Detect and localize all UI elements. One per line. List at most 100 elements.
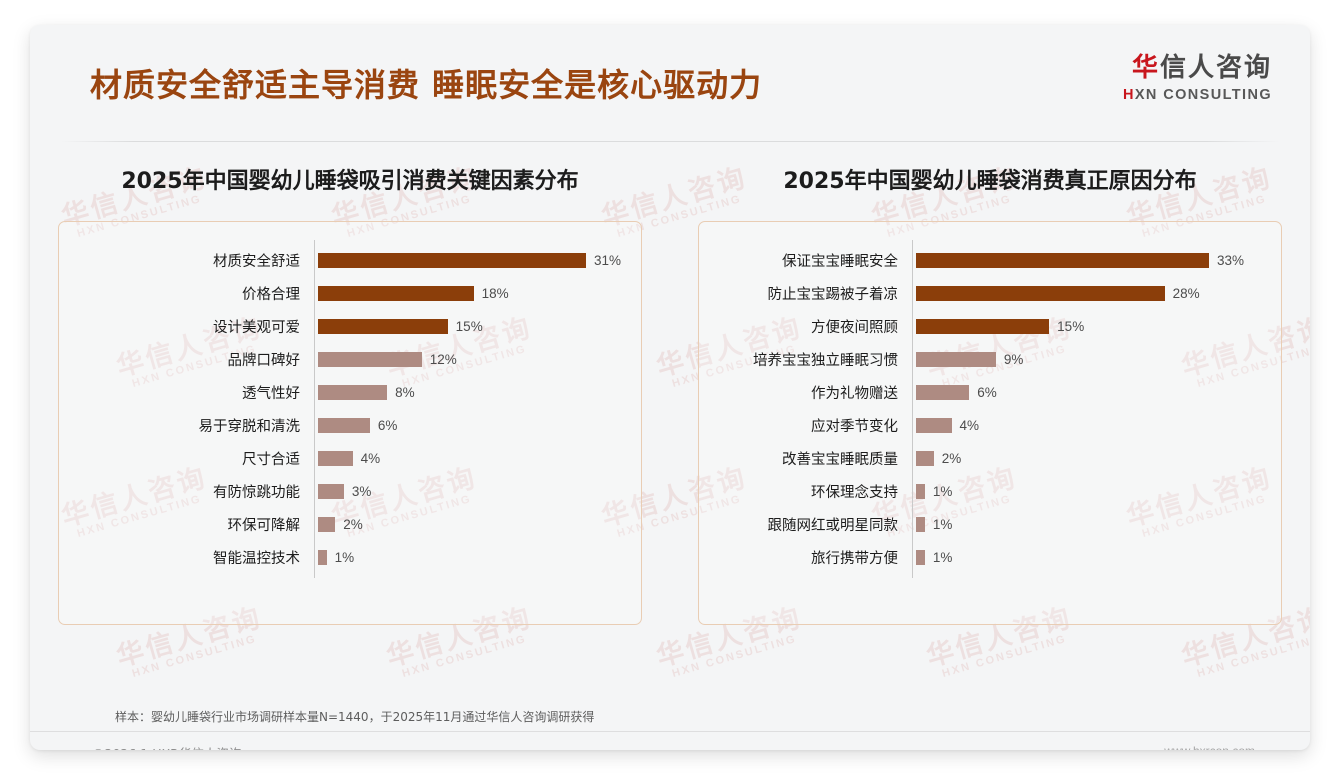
bar-value-label: 2% (343, 517, 363, 532)
bar-row: 方便夜间照顾 15% (709, 310, 1265, 343)
bar-category-label: 易于穿脱和清洗 (198, 419, 301, 435)
logo-cn-red-char: 华 (1131, 53, 1160, 83)
sample-footnote: 样本：婴幼儿睡袋行业市场调研样本量N=1440，于2025年11月通过华信人咨询… (115, 710, 595, 724)
bar-row: 价格合理 18% (69, 277, 625, 310)
bar-segment (916, 484, 925, 499)
bar-category-label: 培养宝宝独立睡眠习惯 (753, 353, 898, 369)
bar-row: 品牌口碑好 12% (69, 343, 625, 376)
bar-segment (318, 352, 422, 367)
bar-rows-left: 材质安全舒适 31% 价格合理 18% 设计美观可爱 15% 品牌口碑好 12% 透气性好 8% 易… (69, 240, 625, 578)
bar-row: 材质安全舒适 31% (69, 244, 625, 277)
bar-segment (916, 517, 925, 532)
bar-track: 1% (912, 550, 1265, 565)
bar-segment (318, 451, 353, 466)
bar-row: 环保理念支持 1% (709, 475, 1265, 508)
bar-category-label: 智能温控技术 (213, 551, 300, 567)
slide-canvas: 华信人咨询 HXN CONSULTING 华信人咨询 HXN CONSULTING 华信… (30, 25, 1310, 750)
bar-track: 2% (912, 451, 1265, 466)
bar-value-label: 3% (351, 484, 372, 499)
bar-row: 跟随网红或明星同款 1% (709, 508, 1265, 541)
logo-chinese-text: 华信人咨询 (1123, 55, 1272, 81)
chart-panel-right: 保证宝宝睡眠安全 33% 防止宝宝踢被子着凉 28% 方便夜间照顾 15% 培养宝宝独立睡眠… (698, 221, 1282, 625)
bar-row: 环保可降解 2% (69, 508, 625, 541)
bar-row: 有防惊跳功能 3% (69, 475, 625, 508)
website-text: www.hxrcon.com (1164, 744, 1255, 750)
bar-track: 15% (314, 319, 625, 334)
bar-segment (318, 286, 474, 301)
bar-segment (916, 418, 952, 433)
bar-category-label: 价格合理 (242, 287, 300, 303)
chart-column-right: 2025年中国婴幼儿睡袋消费真正原因分布 保证宝宝睡眠安全 33% 防止宝宝踢被子着… (670, 163, 1310, 625)
bar-segment (318, 253, 586, 268)
chart-panel-left: 材质安全舒适 31% 价格合理 18% 设计美观可爱 15% 品牌口碑好 12% 透气性好 8% 易… (58, 221, 642, 625)
bar-row: 培养宝宝独立睡眠习惯 9% (709, 343, 1265, 376)
bar-segment (916, 286, 1165, 301)
bar-track: 28% (912, 286, 1265, 301)
bar-track: 3% (314, 484, 625, 499)
bar-row: 透气性好 8% (69, 376, 625, 409)
footer-divider (30, 731, 1310, 732)
bar-value-label: 6% (977, 385, 997, 400)
bar-track: 1% (314, 550, 625, 565)
bar-category-label: 防止宝宝踢被子着凉 (767, 287, 899, 303)
bar-category-label: 材质安全舒适 (213, 254, 300, 270)
bar-row: 改善宝宝睡眠质量 2% (709, 442, 1265, 475)
bar-segment (318, 484, 344, 499)
bar-category-label: 设计美观可爱 (213, 320, 300, 336)
bar-category-label: 跟随网红或明星同款 (767, 518, 899, 534)
bar-category-label: 环保可降解 (227, 518, 301, 534)
bar-segment (318, 319, 448, 334)
bar-row: 应对季节变化 4% (709, 409, 1265, 442)
logo-english-text: HXN CONSULTING (1123, 88, 1272, 103)
bar-category-label: 方便夜间照顾 (811, 320, 898, 336)
bar-row: 作为礼物赠送 6% (709, 376, 1265, 409)
bar-track: 6% (912, 385, 1265, 400)
bar-track: 18% (314, 286, 625, 301)
chart-title-left: 2025年中国婴幼儿睡袋吸引消费关键因素分布 (121, 169, 579, 194)
bar-value-label: 4% (360, 451, 381, 466)
bar-track: 1% (912, 484, 1265, 499)
logo-cn-rest: 信人咨询 (1159, 53, 1272, 83)
copyright-text: ©2026.1 HXR华信人咨询 (92, 743, 241, 750)
bar-category-label: 透气性好 (242, 386, 300, 402)
bar-category-label: 应对季节变化 (811, 419, 898, 435)
bar-value-label: 15% (455, 319, 483, 334)
bar-value-label: 18% (481, 286, 509, 301)
bar-value-label: 12% (429, 352, 457, 367)
bar-value-label: 4% (959, 418, 980, 433)
bar-track: 9% (912, 352, 1265, 367)
bar-track: 33% (912, 253, 1265, 268)
brand-logo: 华信人咨询 HXN CONSULTING (1123, 55, 1272, 103)
bar-track: 8% (314, 385, 625, 400)
bar-track: 1% (912, 517, 1265, 532)
bar-row: 旅行携带方便 1% (709, 541, 1265, 574)
bar-value-label: 1% (932, 484, 953, 499)
charts-container: 2025年中国婴幼儿睡袋吸引消费关键因素分布 材质安全舒适 31% 价格合理 18% 设… (30, 163, 1310, 625)
chart-title-right: 2025年中国婴幼儿睡袋消费真正原因分布 (783, 169, 1197, 194)
logo-en-rest: XN CONSULTING (1134, 87, 1272, 103)
bar-category-label: 有防惊跳功能 (213, 485, 300, 501)
bar-value-label: 6% (377, 418, 398, 433)
bar-category-label: 旅行携带方便 (811, 551, 898, 567)
bar-row: 保证宝宝睡眠安全 33% (709, 244, 1265, 277)
slide-header: 材质安全舒适主导消费 睡眠安全是核心驱动力 华信人咨询 HXN CONSULTI… (30, 25, 1310, 125)
bar-value-label: 1% (932, 517, 953, 532)
bar-track: 4% (314, 451, 625, 466)
bar-value-label: 1% (334, 550, 355, 565)
bar-track: 2% (314, 517, 625, 532)
bar-value-label: 1% (932, 550, 953, 565)
slide-footer: ©2026.1 HXR华信人咨询 www.hxrcon.com (30, 732, 1310, 750)
bar-segment (916, 550, 925, 565)
bar-track: 15% (912, 319, 1265, 334)
header-divider (60, 141, 1280, 142)
bar-category-label: 品牌口碑好 (227, 353, 301, 369)
bar-category-label: 保证宝宝睡眠安全 (782, 254, 898, 270)
bar-row: 易于穿脱和清洗 6% (69, 409, 625, 442)
bar-track: 12% (314, 352, 625, 367)
bar-category-label: 作为礼物赠送 (811, 386, 898, 402)
bar-segment (318, 385, 388, 400)
bar-track: 4% (912, 418, 1265, 433)
bar-row: 设计美观可爱 15% (69, 310, 625, 343)
bar-category-label: 改善宝宝睡眠质量 (782, 452, 898, 468)
bar-row: 智能温控技术 1% (69, 541, 625, 574)
